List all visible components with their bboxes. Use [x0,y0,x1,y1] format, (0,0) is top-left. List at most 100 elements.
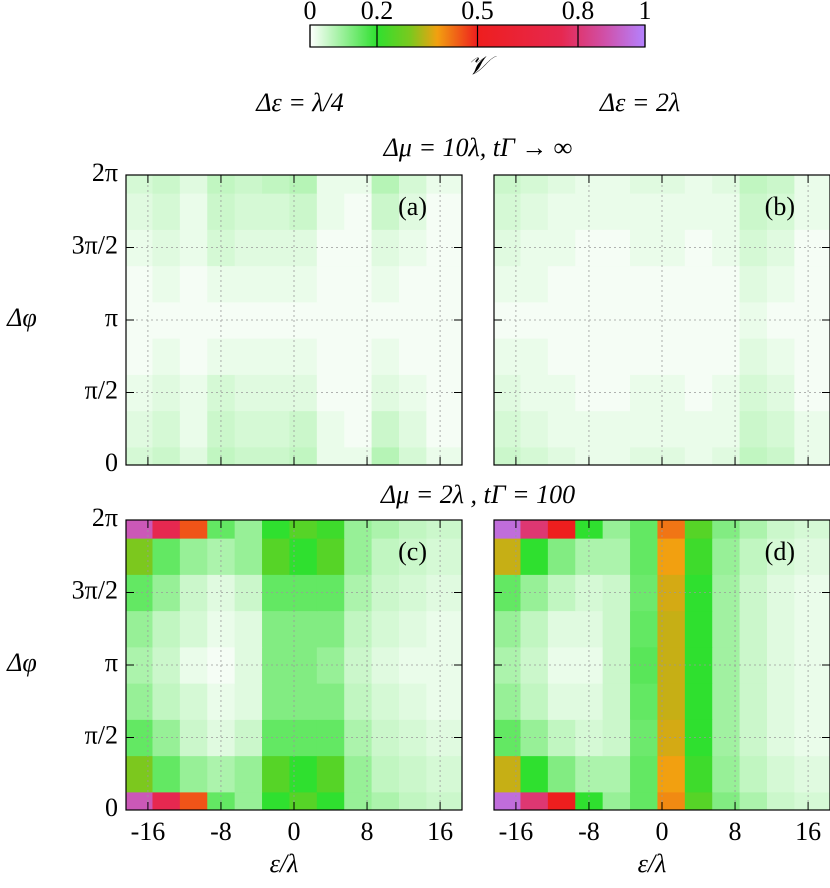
heat-cell [520,610,549,648]
heat-cell [684,755,713,793]
heat-cell [767,338,795,375]
heat-cell [767,520,795,539]
heat-cell [262,791,290,811]
heat-cell [547,193,576,230]
heat-cell [126,446,153,466]
heat-cell [371,175,400,194]
heat-cell [520,446,549,466]
y-tick-label: π/2 [85,720,118,749]
heat-cell [152,265,181,303]
heat-cell [344,683,373,720]
heat-cell [344,755,373,793]
heat-cell [630,538,658,575]
heat-cell [794,410,830,448]
x-tick-label: 8 [729,817,742,846]
heat-cell [657,791,686,811]
heat-cell [630,265,658,303]
heat-cell [426,755,463,793]
y-tick-label: 3π/2 [72,230,118,259]
heat-cell [126,338,153,375]
y-tick-label: 2π [92,503,118,532]
heat-cell [684,338,713,375]
heat-cell [794,338,830,375]
heat-cell [371,755,400,793]
heat-cell [399,610,427,648]
heat-cell [426,683,463,720]
heat-cell [657,520,686,539]
heat-cell [739,410,768,448]
heat-cell [794,755,830,793]
heat-cell [630,410,658,448]
heat-cell [262,193,290,230]
x-tick-label: 0 [288,817,301,846]
y-axis-label: Δφ [6,648,37,677]
heat-cell [684,265,713,303]
heat-cell [316,520,345,539]
heat-cell [630,193,658,230]
panel-label: (b) [765,192,795,221]
heat-cell [630,791,658,811]
heat-cell [126,538,153,575]
heat-cell [712,791,741,811]
heat-cell [630,683,658,720]
heat-cell [126,683,153,720]
heat-cell [602,538,631,575]
heat-cell [207,520,236,539]
heat-cell [371,301,400,339]
heat-cell [262,175,290,194]
heat-cell [126,265,153,303]
column-title: Δε = λ/4 [255,88,344,117]
heat-cell [234,610,263,648]
plot-frame [493,519,830,811]
heat-cell [739,520,768,539]
heat-cell [289,520,318,539]
heat-cell [712,610,741,648]
heat-cell [684,446,713,466]
heat-cell [602,683,631,720]
heat-cell [152,791,181,811]
heat-cell [179,538,208,575]
heat-cell [602,265,631,303]
heat-cell [520,520,549,539]
heat-cell [739,265,768,303]
x-tick-label: -16 [131,817,166,846]
heat-cell [152,520,181,539]
heat-cell [262,538,290,575]
heat-cell [399,175,427,194]
heat-cell [234,410,263,448]
heat-cell [602,574,631,612]
heat-cell [794,520,830,539]
heat-cell [767,538,795,575]
heat-cell [794,538,830,575]
heat-cell [426,338,463,375]
heat-cell [767,755,795,793]
heat-cell [739,574,768,612]
heat-cell [289,791,318,811]
heat-cell [179,446,208,466]
heat-cell [547,446,576,466]
heat-cell [426,538,463,575]
heat-cell [712,683,741,720]
heat-cell [179,520,208,539]
column-title: Δε = 2λ [599,88,680,117]
heat-cell [179,338,208,375]
heat-cell [399,520,427,539]
heat-cell [152,683,181,720]
heat-cell [602,193,631,230]
heat-cell [234,755,263,793]
heat-cell [520,175,549,194]
heat-cell [152,610,181,648]
plot-frame [125,174,463,466]
heat-cell [602,719,631,757]
heat-cell [494,410,521,448]
heat-cell [767,683,795,720]
heat-cell [494,791,521,811]
heat-cell [739,791,768,811]
y-tick-label: π [105,303,118,332]
y-tick-label: 2π [92,158,118,187]
x-tick-label: 16 [795,817,821,846]
heat-cell [794,265,830,303]
heat-cell [739,683,768,720]
heat-cell [602,755,631,793]
heat-cell [547,520,576,539]
